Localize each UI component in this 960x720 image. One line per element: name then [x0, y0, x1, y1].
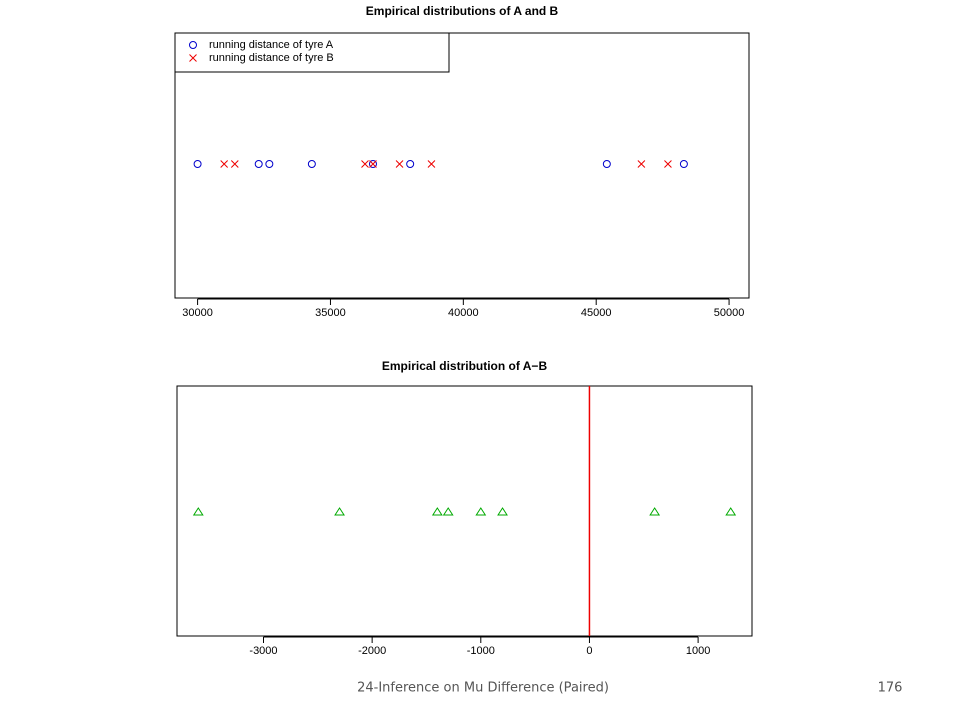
- footer-text: 24-Inference on Mu Difference (Paired): [357, 681, 609, 696]
- chart-title: Empirical distributions of A and B: [366, 4, 559, 18]
- point: [442, 507, 454, 516]
- legend-swatch: [189, 41, 197, 49]
- point: [395, 160, 404, 168]
- point: [637, 160, 646, 168]
- legend-label: running distance of tyre B: [209, 52, 334, 64]
- plot-frame: [174, 32, 750, 299]
- point: [265, 160, 274, 168]
- x-tick-label: 1000: [686, 645, 710, 657]
- point: [725, 507, 737, 516]
- legend-box: [174, 32, 450, 73]
- point: [230, 160, 239, 168]
- point: [254, 160, 263, 168]
- x-tick-label: 35000: [315, 307, 346, 319]
- point: [497, 507, 508, 516]
- point: [192, 507, 204, 516]
- legend-item: running distance of tyre A: [189, 39, 334, 51]
- plot-frame: [176, 385, 753, 637]
- point: [427, 160, 436, 168]
- page-number: 176: [878, 681, 903, 696]
- x-tick-label: -3000: [249, 645, 277, 657]
- point: [649, 507, 661, 516]
- point: [307, 160, 316, 168]
- point: [406, 160, 415, 168]
- x-tick-label: -1000: [467, 645, 495, 657]
- x-tick-label: 40000: [448, 307, 479, 319]
- x-tick-label: 0: [586, 645, 592, 657]
- point: [334, 507, 345, 516]
- point: [193, 160, 202, 168]
- x-tick-label: 50000: [714, 307, 745, 319]
- chart-title: Empirical distribution of A−B: [382, 359, 548, 373]
- legend-label: running distance of tyre A: [209, 39, 334, 51]
- x-tick-label: -2000: [358, 645, 386, 657]
- point: [220, 160, 229, 168]
- point: [475, 507, 487, 516]
- legend-swatch: [189, 54, 197, 62]
- point: [679, 160, 688, 168]
- legend-item: running distance of tyre B: [189, 52, 334, 64]
- point: [361, 160, 369, 168]
- x-tick-label: 30000: [182, 307, 213, 319]
- point: [431, 507, 443, 516]
- point: [368, 160, 377, 168]
- point: [664, 160, 672, 168]
- x-tick-label: 45000: [581, 307, 612, 319]
- point: [602, 160, 611, 168]
- point: [369, 160, 377, 168]
